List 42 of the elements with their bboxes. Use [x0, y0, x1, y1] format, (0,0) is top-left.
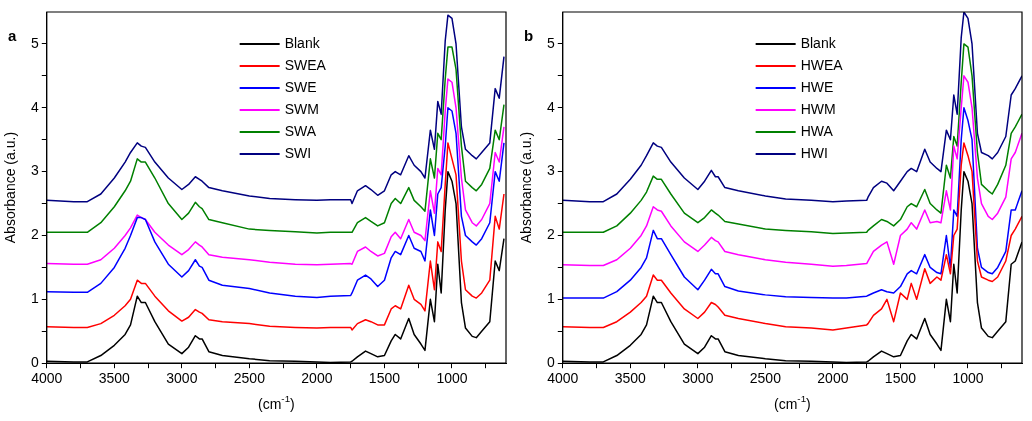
y-tick-label: 3 [30, 162, 39, 179]
y-tick-label: 2 [30, 226, 39, 243]
y-tick-label: 5 [546, 34, 555, 51]
y-tick-label: 2 [546, 226, 555, 243]
x-tick-label: 1500 [368, 370, 401, 387]
x-tick-label: 2000 [817, 370, 849, 387]
legend-label: HWM [800, 100, 836, 117]
x-tick-label: 3000 [682, 370, 714, 387]
text: a [8, 27, 17, 45]
y-tick-label: 4 [546, 98, 555, 115]
y-axis-title: Absorbance (a.u.) [1, 131, 18, 244]
y-tick-label: 5 [30, 34, 39, 51]
legend-label: HWEA [800, 56, 844, 73]
legend-label: HWA [800, 122, 834, 139]
x-tick-label: 4000 [547, 370, 579, 387]
legend-label: Blank [284, 34, 321, 51]
x-tick-label: 3000 [166, 370, 198, 387]
x-tick-label: 1000 [952, 370, 984, 387]
y-tick-label: 1 [30, 290, 39, 307]
x-tick-label: 4000 [31, 370, 63, 387]
x-tick-label: 1000 [436, 370, 468, 387]
x-tick-label: 3500 [614, 370, 647, 387]
text: b [524, 27, 534, 45]
x-tick-label: 2500 [749, 370, 782, 387]
y-tick-label: 0 [546, 354, 555, 371]
y-tick-label: 1 [546, 290, 555, 307]
y-tick-label: 0 [30, 354, 39, 371]
x-tick-label: 3500 [98, 370, 131, 387]
legend-label: HWE [800, 78, 834, 95]
x-tick-label: 1500 [884, 370, 917, 387]
legend-label: SWE [284, 78, 317, 95]
legend-label: SWM [284, 100, 319, 117]
legend-label: SWA [284, 122, 317, 139]
x-tick-label: 2000 [301, 370, 333, 387]
legend-label: SWI [284, 144, 312, 161]
y-tick-label: 4 [30, 98, 39, 115]
legend-label: SWEA [284, 56, 327, 73]
y-axis-title: Absorbance (a.u.) [517, 131, 534, 244]
legend-label: Blank [800, 34, 837, 51]
y-tick-label: 3 [546, 162, 555, 179]
legend-label: HWI [800, 144, 828, 161]
x-tick-label: 2500 [233, 370, 266, 387]
